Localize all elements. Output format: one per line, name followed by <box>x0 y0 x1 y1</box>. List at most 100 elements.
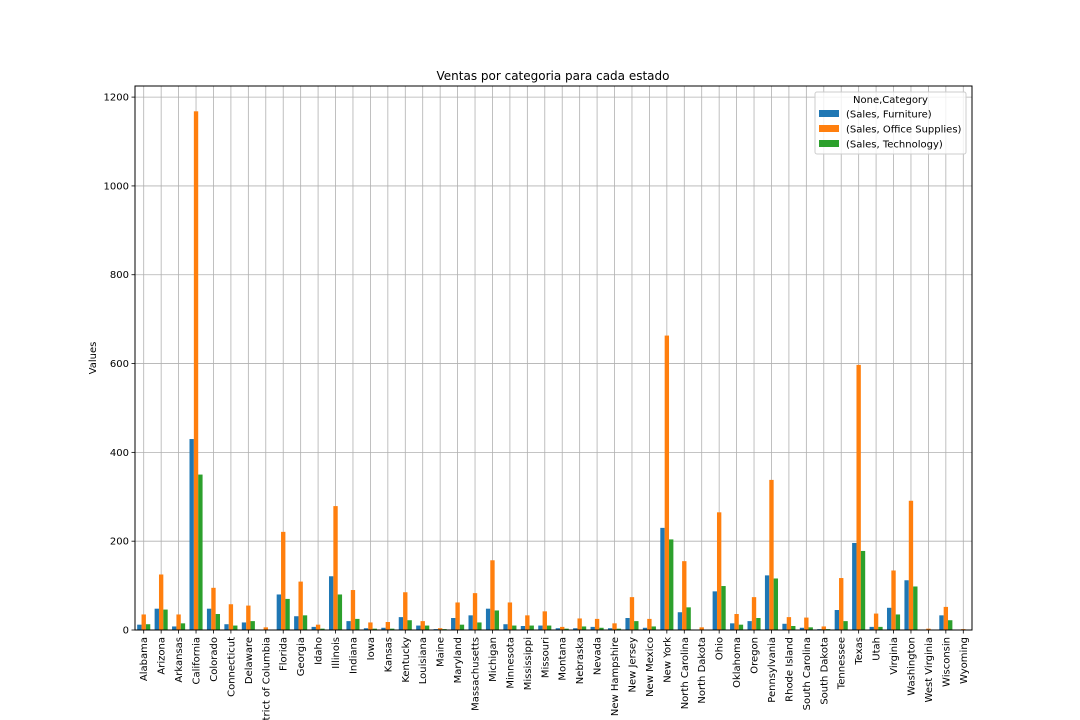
bar <box>503 624 508 630</box>
legend-swatch <box>819 140 839 147</box>
bar <box>281 531 286 630</box>
x-tick-label: Kansas <box>383 637 394 672</box>
bar <box>198 474 203 630</box>
bar <box>590 626 595 630</box>
bar <box>856 364 861 630</box>
bar <box>677 612 683 630</box>
legend-box <box>814 91 967 155</box>
bar <box>172 626 177 630</box>
x-tick-label: Rhode Island <box>784 637 795 702</box>
bar <box>158 574 164 630</box>
x-tick-label: Indiana <box>348 637 359 674</box>
bar <box>555 628 561 630</box>
bar <box>250 621 255 630</box>
bar <box>669 539 674 630</box>
bar <box>372 628 377 630</box>
bar <box>507 602 513 630</box>
x-tick-label: Idaho <box>314 637 325 665</box>
x-tick-label: Missouri <box>540 637 551 678</box>
bar <box>485 608 491 630</box>
x-tick-label: Delaware <box>244 637 255 684</box>
bar <box>913 586 918 630</box>
bar <box>599 627 604 630</box>
bar <box>786 617 792 630</box>
y-tick-label: 1200 <box>104 93 129 104</box>
x-tick-label: Virginia <box>889 637 900 675</box>
bar <box>512 625 517 630</box>
bar <box>437 628 443 630</box>
x-tick-label: Alabama <box>139 637 150 681</box>
bar <box>141 614 146 630</box>
x-tick-label: North Carolina <box>680 637 691 709</box>
bar <box>350 590 356 630</box>
y-tick-label: 600 <box>110 359 129 370</box>
bar <box>193 111 199 631</box>
bar <box>137 624 142 630</box>
bar <box>368 622 373 630</box>
y-tick-label: 1000 <box>104 181 129 192</box>
bar <box>333 506 338 630</box>
bar <box>716 512 722 630</box>
bar <box>808 627 813 630</box>
bar <box>381 627 386 630</box>
plot-frame <box>134 85 973 631</box>
bar <box>346 621 351 630</box>
bar <box>821 626 826 630</box>
x-tick-label: Maine <box>436 637 447 667</box>
x-tick-label: Nevada <box>593 637 604 675</box>
bar <box>206 608 212 630</box>
bar <box>577 618 582 630</box>
bar <box>315 624 321 630</box>
bar <box>852 542 857 630</box>
bar <box>782 623 787 630</box>
x-tick-label: Kentucky <box>401 637 412 683</box>
bar <box>472 593 478 630</box>
bar <box>163 609 168 630</box>
bar <box>904 580 909 630</box>
bar <box>734 614 739 630</box>
bar <box>298 581 303 630</box>
x-tick-label: Tennessee <box>837 637 848 690</box>
bar <box>154 608 159 630</box>
bar <box>747 621 752 630</box>
bar <box>403 592 408 630</box>
bar <box>416 625 421 630</box>
bar <box>721 586 726 630</box>
bar <box>525 615 530 630</box>
bar <box>529 625 534 630</box>
bar <box>420 621 425 630</box>
y-tick-label: 800 <box>110 270 129 281</box>
bar <box>246 605 251 630</box>
bar <box>769 479 774 630</box>
x-tick-label: New York <box>662 637 673 683</box>
bar <box>363 628 369 630</box>
bar <box>839 578 844 630</box>
legend-label: (Sales, Technology) <box>846 140 943 151</box>
bar <box>773 578 779 630</box>
x-tick-label: Illinois <box>331 637 342 669</box>
x-tick-label: Wisconsin <box>941 637 952 687</box>
x-tick-label: South Dakota <box>819 637 830 705</box>
x-tick-label: Ohio <box>715 637 726 660</box>
bar <box>843 621 848 630</box>
x-tick-label: Oklahoma <box>732 637 743 688</box>
bar <box>215 614 221 630</box>
bar <box>564 628 569 630</box>
x-tick-label: New Hampshire <box>610 637 621 716</box>
x-tick-label: Arizona <box>157 637 168 675</box>
bars <box>137 111 970 631</box>
bar <box>895 614 901 630</box>
bar <box>891 570 896 630</box>
x-tick-label: Connecticut <box>226 637 237 697</box>
bar <box>490 560 495 630</box>
x-tick-label: Colorado <box>209 637 220 682</box>
bar <box>756 618 761 630</box>
bar <box>538 625 543 630</box>
x-axis: Alabama Arizona Arkansas California Colorado… <box>139 630 970 720</box>
y-axis: 0 200 400 600 800 1000 1200 <box>104 93 135 637</box>
bar <box>943 606 949 630</box>
bar <box>625 618 630 630</box>
chart-title: Ventas por categoria para cada estado <box>437 69 670 83</box>
bar <box>241 622 247 630</box>
